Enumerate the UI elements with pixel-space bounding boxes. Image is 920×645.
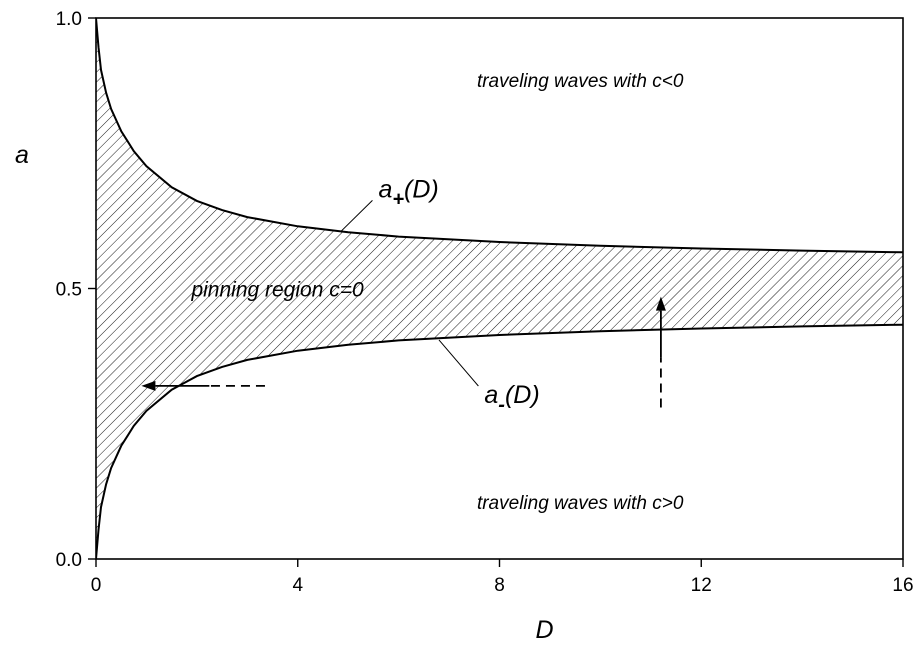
- y-tick-label: 0.0: [56, 550, 82, 571]
- leader-line-a-minus: [438, 339, 479, 387]
- leader-line-a-plus: [340, 200, 373, 233]
- label-a-minus-suffix: (D): [505, 381, 540, 409]
- y-tick-label: 1.0: [56, 9, 82, 30]
- label-a-minus-base: a: [484, 381, 498, 409]
- label-a-plus-subscript: +: [392, 188, 404, 210]
- x-tick-label: 0: [91, 575, 102, 596]
- x-tick-label: 8: [494, 575, 505, 596]
- label-a-minus-subscript: -: [498, 394, 505, 416]
- x-axis-label: D: [535, 616, 553, 644]
- pinning-region-fill: [96, 18, 903, 559]
- x-tick-label: 4: [292, 575, 303, 596]
- arrow-vertical-head: [655, 296, 666, 311]
- y-tick-label: 0.5: [56, 280, 82, 301]
- arrow-horizontal-head: [141, 380, 156, 391]
- annotation-lower-region: traveling waves with c>0: [477, 493, 684, 514]
- annotation-layer: traveling waves with c<0 traveling waves …: [141, 71, 684, 514]
- region-layer: [96, 18, 903, 559]
- label-a-plus: a+(D): [378, 175, 438, 210]
- annotation-upper-region: traveling waves with c<0: [477, 71, 684, 92]
- curve-layer: [96, 18, 903, 559]
- y-axis-label: a: [15, 141, 29, 169]
- label-a-minus: a-(D): [484, 381, 539, 416]
- label-a-plus-suffix: (D): [404, 175, 439, 203]
- x-tick-label: 16: [892, 575, 913, 596]
- series-a-minus-line: [96, 323, 903, 559]
- x-tick-label: 12: [691, 575, 712, 596]
- series-a-plus-line: [96, 18, 903, 254]
- annotation-pinning-region: pinning region c=0: [190, 279, 364, 302]
- axis-layer: 0 4 8 12 16 0.0 0.5 1.0 Da: [15, 9, 914, 644]
- label-a-plus-base: a: [378, 175, 392, 203]
